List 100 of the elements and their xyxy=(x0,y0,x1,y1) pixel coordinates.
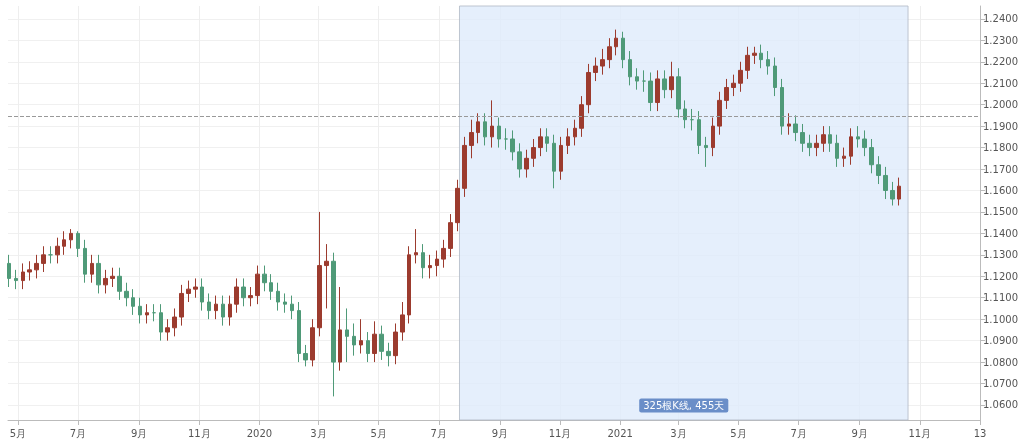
candlestick xyxy=(359,318,363,354)
candlestick xyxy=(117,267,122,301)
candlestick xyxy=(338,286,342,372)
candlestick xyxy=(200,277,204,312)
candlestick xyxy=(697,110,701,155)
x-tick-label: 5月 xyxy=(730,427,747,439)
x-tick-label: 7月 xyxy=(430,427,447,439)
candlestick xyxy=(869,138,874,174)
candlestick xyxy=(593,56,598,82)
candlestick xyxy=(559,136,563,181)
candlestick xyxy=(490,99,494,149)
y-tick-label: 1.1700 xyxy=(983,163,1018,175)
y-tick-label: 1.0900 xyxy=(983,335,1018,347)
candlestick xyxy=(207,292,211,320)
y-tick-label: 1.2000 xyxy=(983,99,1018,111)
candlestick xyxy=(414,228,418,264)
candlestick xyxy=(545,127,549,153)
candlestick xyxy=(145,303,149,324)
y-tick-label: 1.2300 xyxy=(983,34,1018,46)
candlestick xyxy=(849,127,853,166)
candlestick xyxy=(372,320,377,363)
candlestick xyxy=(90,254,94,284)
candlestick xyxy=(69,228,73,249)
candlestick xyxy=(138,297,142,324)
candlestick xyxy=(497,117,501,149)
candlestick xyxy=(303,344,308,367)
candlestick xyxy=(234,277,239,314)
candlestick xyxy=(421,243,425,279)
candlestick xyxy=(34,254,39,279)
y-tick-label: 1.1300 xyxy=(983,249,1018,261)
candlestick xyxy=(352,322,356,357)
x-tick-label: 3月 xyxy=(310,427,327,439)
x-tick-label: 11月 xyxy=(548,427,572,439)
x-tick-label: 9月 xyxy=(130,427,148,439)
candlestick xyxy=(262,265,267,292)
candlestick xyxy=(600,48,605,76)
candlestick xyxy=(255,265,260,305)
x-tick-label: 2021 xyxy=(607,427,633,439)
candlestick xyxy=(366,331,370,363)
candlestick xyxy=(517,142,522,179)
candlestick xyxy=(131,288,135,316)
y-tick-label: 1.2200 xyxy=(983,56,1018,68)
y-tick-label: 1.1500 xyxy=(983,206,1018,218)
candlestick xyxy=(759,44,763,69)
y-tick-label: 1.1900 xyxy=(983,120,1018,132)
candlestick xyxy=(717,91,722,136)
candlestick xyxy=(821,125,826,153)
candlestick xyxy=(221,295,225,327)
y-tick-label: 1.0600 xyxy=(983,399,1018,411)
candlestick xyxy=(62,230,66,256)
candlestick xyxy=(193,277,198,299)
candlestick xyxy=(856,125,860,149)
candlestick xyxy=(317,211,322,337)
candlestick xyxy=(635,67,639,91)
candlestick xyxy=(883,166,888,200)
candlestick xyxy=(655,69,660,112)
x-tick-label: 9月 xyxy=(851,427,868,439)
candlestick xyxy=(241,277,246,307)
candlestick xyxy=(269,273,273,301)
y-tick-label: 1.0800 xyxy=(983,356,1018,368)
candlestick xyxy=(124,282,129,307)
candlestick xyxy=(469,119,474,159)
candlestick xyxy=(828,125,832,153)
candlestick xyxy=(614,29,618,56)
candlestick xyxy=(862,129,867,157)
candlestick xyxy=(41,245,46,273)
candlestick xyxy=(76,230,80,258)
x-tick-label: 9月 xyxy=(491,427,509,439)
candlestick xyxy=(228,295,232,327)
candlestick xyxy=(890,181,895,206)
candlestick xyxy=(745,46,750,80)
candlestick xyxy=(566,127,570,155)
candlestick xyxy=(393,322,398,365)
candlestick xyxy=(780,78,784,136)
candlestick xyxy=(628,50,632,86)
candlestick xyxy=(752,46,757,65)
candlestick xyxy=(83,239,87,284)
y-tick-label: 1.1100 xyxy=(983,292,1018,304)
candlestick xyxy=(504,127,508,151)
candlestick xyxy=(814,134,819,157)
candlestick xyxy=(400,301,405,342)
y-tick-label: 1.1000 xyxy=(983,313,1018,325)
candlestick xyxy=(165,318,170,342)
x-tick-label: 2020 xyxy=(246,427,273,439)
x-tick-label: 7月 xyxy=(69,427,87,439)
candlestick xyxy=(441,239,446,269)
candlestick xyxy=(407,245,411,324)
y-tick-label: 1.1800 xyxy=(983,142,1018,154)
candlestick xyxy=(455,179,460,232)
candlestick xyxy=(586,63,591,114)
candlestick xyxy=(724,78,729,110)
candlestick xyxy=(7,254,11,288)
x-tick-label: 5月 xyxy=(9,427,27,439)
candlestick xyxy=(579,95,584,138)
candlestick xyxy=(283,292,287,314)
candlestick xyxy=(214,295,218,320)
candlestick xyxy=(538,127,543,157)
candlestick xyxy=(276,282,280,312)
candlestick xyxy=(386,342,391,367)
candlestick xyxy=(876,155,881,185)
